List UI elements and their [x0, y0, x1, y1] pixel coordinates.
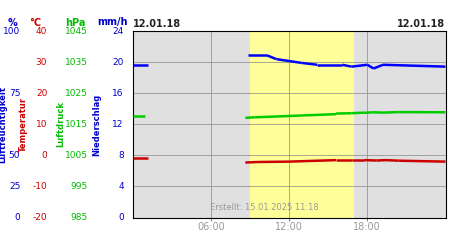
- Bar: [250, 31, 354, 218]
- Text: %: %: [8, 18, 18, 28]
- Bar: [133, 124, 446, 156]
- Text: 12: 12: [112, 120, 124, 129]
- Bar: [133, 31, 446, 62]
- Text: 75: 75: [9, 89, 20, 98]
- Text: 4: 4: [118, 182, 124, 191]
- Bar: [133, 186, 446, 218]
- Text: hPa: hPa: [65, 18, 86, 28]
- Bar: [133, 93, 446, 124]
- Text: 0: 0: [41, 151, 47, 160]
- Text: 40: 40: [36, 27, 47, 36]
- Text: 995: 995: [71, 182, 88, 191]
- Text: 20: 20: [36, 89, 47, 98]
- Text: 1025: 1025: [65, 89, 88, 98]
- Text: 12.01.18: 12.01.18: [397, 20, 446, 30]
- Text: 0: 0: [118, 213, 124, 222]
- Text: 10: 10: [36, 120, 47, 129]
- Bar: [133, 62, 446, 93]
- Text: 30: 30: [36, 58, 47, 67]
- Text: 8: 8: [118, 151, 124, 160]
- Text: Temperatur: Temperatur: [19, 97, 28, 152]
- Text: Luftdruck: Luftdruck: [56, 102, 65, 148]
- Text: -10: -10: [32, 182, 47, 191]
- Text: 24: 24: [112, 27, 124, 36]
- Text: 1005: 1005: [65, 151, 88, 160]
- Text: 20: 20: [112, 58, 124, 67]
- Text: 1035: 1035: [65, 58, 88, 67]
- Text: 16: 16: [112, 89, 124, 98]
- Text: mm/h: mm/h: [97, 18, 127, 28]
- Text: Luftfeuchtigkeit: Luftfeuchtigkeit: [0, 86, 7, 163]
- Text: 50: 50: [9, 151, 20, 160]
- Text: 0: 0: [14, 213, 20, 222]
- Text: 12.01.18: 12.01.18: [133, 20, 181, 30]
- Text: 25: 25: [9, 182, 20, 191]
- Text: Niederschlag: Niederschlag: [92, 93, 101, 156]
- Text: 1045: 1045: [65, 27, 88, 36]
- Text: 1015: 1015: [65, 120, 88, 129]
- Text: 985: 985: [71, 213, 88, 222]
- Bar: [133, 156, 446, 186]
- Text: °C: °C: [29, 18, 41, 28]
- Text: -20: -20: [32, 213, 47, 222]
- Text: 100: 100: [3, 27, 20, 36]
- Text: Erstellt: 15.01.2025 11:18: Erstellt: 15.01.2025 11:18: [210, 203, 319, 212]
